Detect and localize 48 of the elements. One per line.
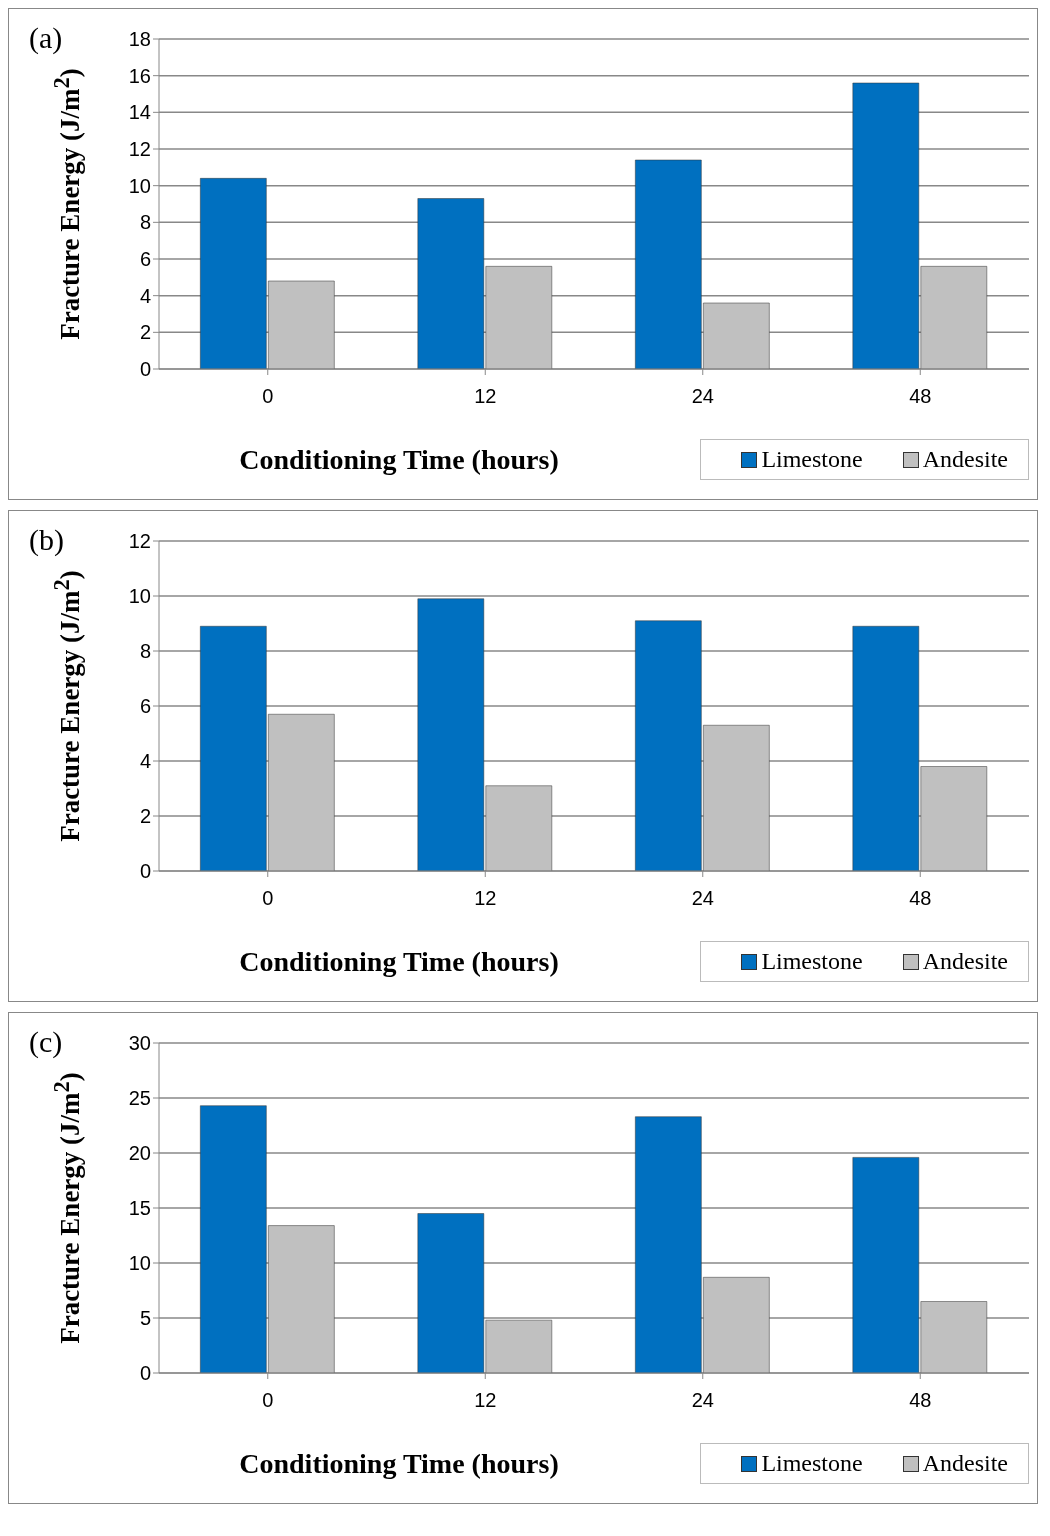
y-tick-label: 15 (128, 1197, 151, 1220)
x-tick-label: 12 (474, 1389, 497, 1412)
y-tick-label: 12 (128, 530, 151, 553)
x-tick-label: 24 (691, 385, 714, 408)
y-tick-label: 0 (139, 860, 151, 883)
x-tick-label: 24 (691, 887, 714, 910)
x-tick-label: 12 (474, 385, 497, 408)
x-axis-title: Conditioning Time (hours) (238, 946, 560, 978)
y-tick-label: 20 (128, 1142, 151, 1165)
y-tick-label: 2 (139, 321, 151, 344)
x-tick-label: 0 (262, 1389, 274, 1412)
x-tick-label: 12 (474, 887, 497, 910)
legend-label: Andesite (922, 446, 1008, 473)
legend-label: Andesite (922, 948, 1008, 975)
x-axis-title: Conditioning Time (hours) (238, 444, 560, 476)
x-tick-label: 0 (262, 385, 274, 408)
y-tick-label: 14 (128, 101, 151, 124)
chart-title: (b) (29, 523, 64, 557)
y-tick-label: 6 (139, 248, 151, 271)
y-tick-label: 0 (139, 1362, 151, 1385)
y-tick-label: 12 (128, 138, 151, 161)
x-tick-label: 48 (909, 1389, 932, 1412)
y-tick-label: 30 (128, 1032, 151, 1055)
x-tick-label: 48 (909, 887, 932, 910)
x-tick-label: 0 (262, 887, 274, 910)
legend-label: Andesite (922, 1450, 1008, 1477)
x-axis-title: Conditioning Time (hours) (238, 1448, 560, 1480)
y-tick-label: 18 (128, 28, 151, 51)
legend-label: Limestone (761, 446, 863, 473)
y-tick-label: 10 (128, 585, 151, 608)
y-tick-label: 8 (139, 640, 151, 663)
y-tick-label: 16 (128, 64, 151, 87)
y-tick-label: 8 (139, 211, 151, 234)
legend-label: Limestone (761, 948, 863, 975)
x-tick-label: 48 (909, 385, 932, 408)
y-tick-label: 2 (139, 805, 151, 828)
y-tick-label: 4 (139, 750, 151, 773)
y-tick-label: 25 (128, 1087, 151, 1110)
y-tick-label: 10 (128, 174, 151, 197)
chart-title: (a) (29, 21, 63, 55)
chart-title: (c) (29, 1025, 63, 1059)
y-tick-label: 5 (139, 1307, 151, 1330)
y-tick-label: 4 (139, 284, 151, 307)
x-tick-label: 24 (691, 1389, 714, 1412)
y-tick-label: 10 (128, 1252, 151, 1275)
y-tick-label: 6 (139, 695, 151, 718)
legend-label: Limestone (761, 1450, 863, 1477)
y-tick-label: 0 (139, 358, 151, 381)
